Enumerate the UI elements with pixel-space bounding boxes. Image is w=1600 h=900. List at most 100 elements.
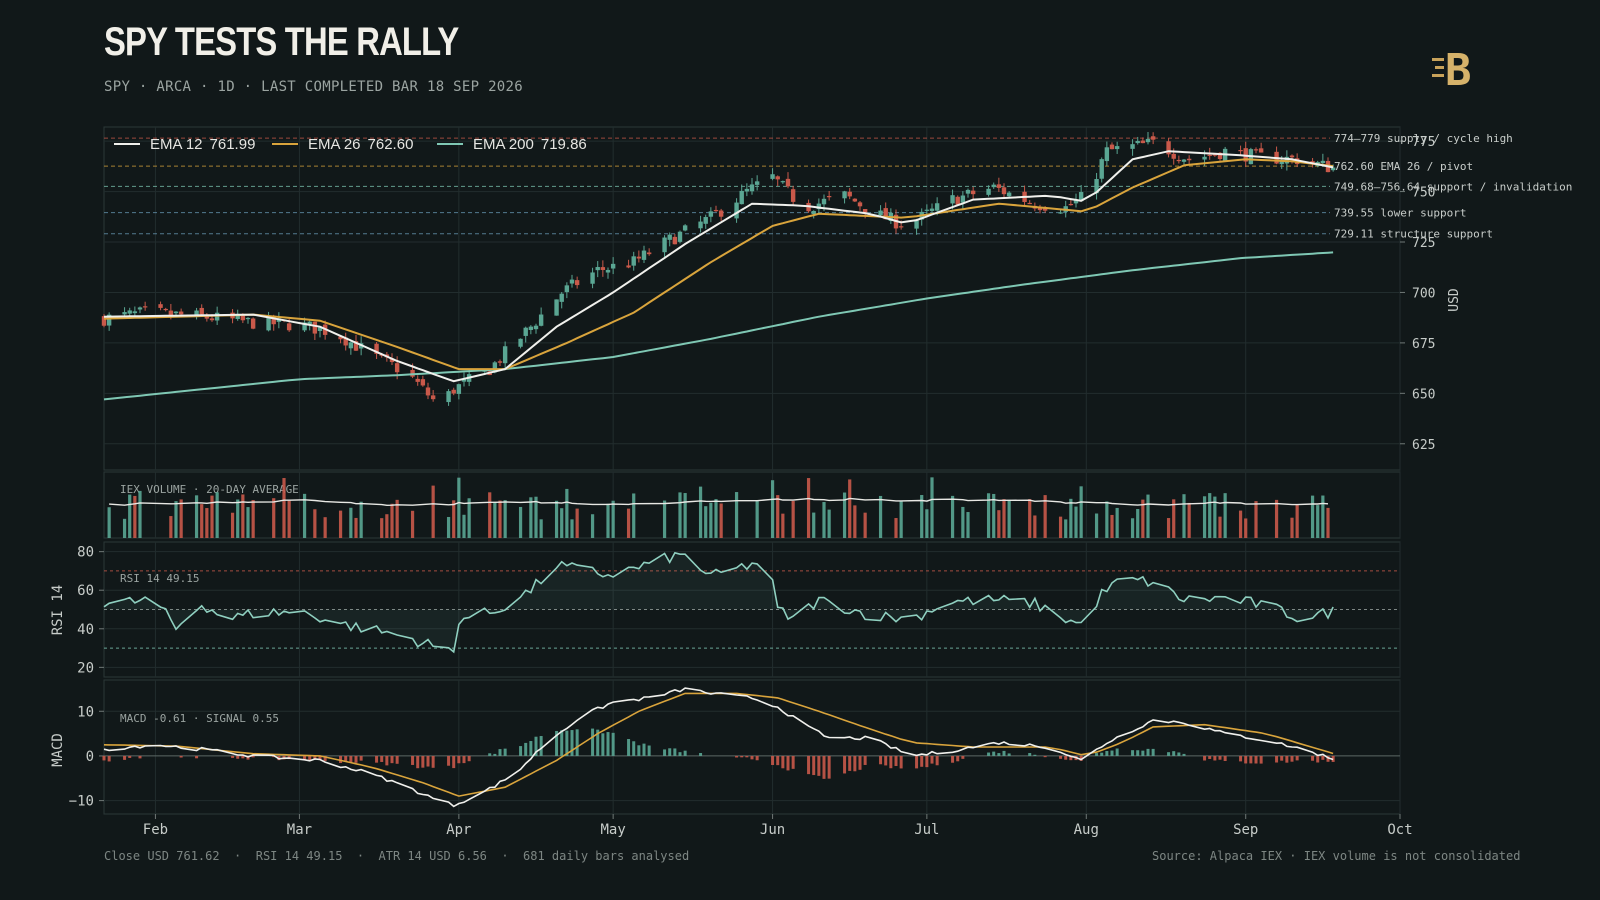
candle-down — [389, 358, 395, 363]
ema26-swatch — [272, 143, 298, 145]
candle-up — [610, 263, 616, 269]
volume-bar — [323, 517, 327, 538]
macd-histogram-bar — [534, 736, 538, 756]
candle-up — [554, 299, 559, 316]
macd-histogram-bar — [961, 755, 965, 759]
macd-histogram-bar — [344, 755, 348, 762]
price-level-label: 762.60 EMA 26 / pivot — [1334, 160, 1473, 173]
macd-histogram-bar — [241, 755, 245, 759]
candle-up — [960, 195, 966, 203]
volume-bar — [446, 516, 451, 538]
candle-down — [826, 196, 832, 198]
candle-up — [914, 220, 919, 229]
macd-histogram-bar — [637, 745, 641, 756]
macd-histogram-bar — [375, 755, 379, 763]
volume-bar — [575, 508, 579, 538]
candle-up — [708, 211, 714, 217]
volume-bar — [385, 514, 389, 538]
price-tick-label: 750 — [1412, 186, 1435, 201]
candle-up — [132, 311, 138, 314]
candle-down — [1109, 144, 1115, 150]
macd-histogram-bar — [411, 755, 415, 765]
volume-bar — [925, 509, 929, 538]
macd-histogram-bar — [812, 755, 816, 776]
candle-up — [749, 184, 755, 192]
volume-bar — [842, 492, 847, 538]
candle-up — [461, 378, 467, 382]
volume-bar — [997, 510, 1001, 538]
candle-down — [168, 310, 174, 316]
volume-bar — [246, 507, 250, 538]
candle-up — [533, 325, 539, 330]
volume-bar — [488, 492, 492, 538]
x-tick-label: Mar — [287, 822, 312, 838]
volume-bar — [380, 518, 384, 538]
volume-bar — [179, 499, 183, 538]
volume-bar — [1290, 517, 1294, 538]
rsi-tick-label: 80 — [77, 545, 94, 561]
macd-histogram-bar — [390, 755, 394, 764]
macd-histogram-bar — [894, 755, 898, 766]
macd-histogram-bar — [755, 755, 759, 761]
macd-histogram-bar — [1213, 755, 1217, 761]
macd-signal-line — [103, 692, 1334, 797]
macd-histogram-bar — [822, 755, 826, 779]
x-tick-label: Oct — [1387, 822, 1412, 838]
macd-histogram-bar — [740, 755, 744, 758]
macd-histogram-bar — [920, 755, 924, 767]
macd-histogram-bar — [349, 755, 353, 763]
rsi-area-fill — [104, 552, 1334, 652]
volume-bar — [457, 477, 461, 538]
volume-bar — [1033, 515, 1037, 538]
candle-up — [1279, 161, 1284, 165]
macd-histogram-bar — [380, 755, 384, 762]
candle-up — [641, 250, 647, 260]
candle-down — [353, 341, 359, 351]
macd-histogram-bar — [452, 755, 456, 769]
macd-histogram-bar — [1064, 755, 1068, 760]
price-axis-label: USD — [1447, 288, 1462, 312]
volume-bar — [1105, 501, 1109, 538]
candle-up — [523, 327, 528, 336]
macd-histogram-bar — [318, 755, 322, 760]
macd-histogram-bar — [591, 728, 595, 756]
candle-down — [646, 252, 652, 255]
volume-bar — [791, 500, 795, 538]
volume-bar — [493, 501, 497, 538]
candle-up — [816, 203, 822, 210]
macd-histogram-bar — [951, 755, 955, 763]
macd-histogram-bar — [138, 755, 142, 759]
candle-up — [564, 285, 570, 293]
volume-bar — [282, 478, 286, 538]
macd-histogram-bar — [642, 743, 646, 756]
candle-down — [101, 316, 107, 326]
rsi-tick-label: 20 — [77, 660, 94, 676]
macd-histogram-bar — [1105, 751, 1109, 756]
candle-up — [739, 190, 744, 205]
candle-down — [1042, 208, 1048, 211]
macd-histogram-bar — [503, 748, 507, 756]
macd-histogram-bar — [853, 755, 857, 772]
macd-histogram-bar — [1285, 755, 1289, 763]
candle-down — [394, 363, 400, 373]
candle-down — [209, 318, 215, 321]
macd-histogram-bar — [539, 736, 543, 756]
macd-histogram-bar — [1321, 755, 1325, 760]
candle-down — [1140, 140, 1146, 144]
candle-up — [194, 310, 199, 318]
candle-down — [847, 191, 852, 197]
volume-bar — [698, 486, 703, 538]
candle-down — [1258, 148, 1264, 153]
volume-bar — [205, 508, 209, 538]
candle-up — [235, 314, 240, 320]
rsi-axis-label: RSI 14 — [50, 585, 66, 636]
volume-bar — [878, 495, 883, 538]
x-tick-label: Aug — [1074, 822, 1099, 838]
volume-bar — [894, 518, 898, 538]
volume-bar — [662, 500, 667, 538]
volume-bar — [1172, 499, 1176, 538]
volume-bar — [349, 507, 353, 538]
candle-down — [286, 323, 292, 331]
volume-bar — [287, 500, 291, 538]
volume-bar — [230, 512, 235, 538]
